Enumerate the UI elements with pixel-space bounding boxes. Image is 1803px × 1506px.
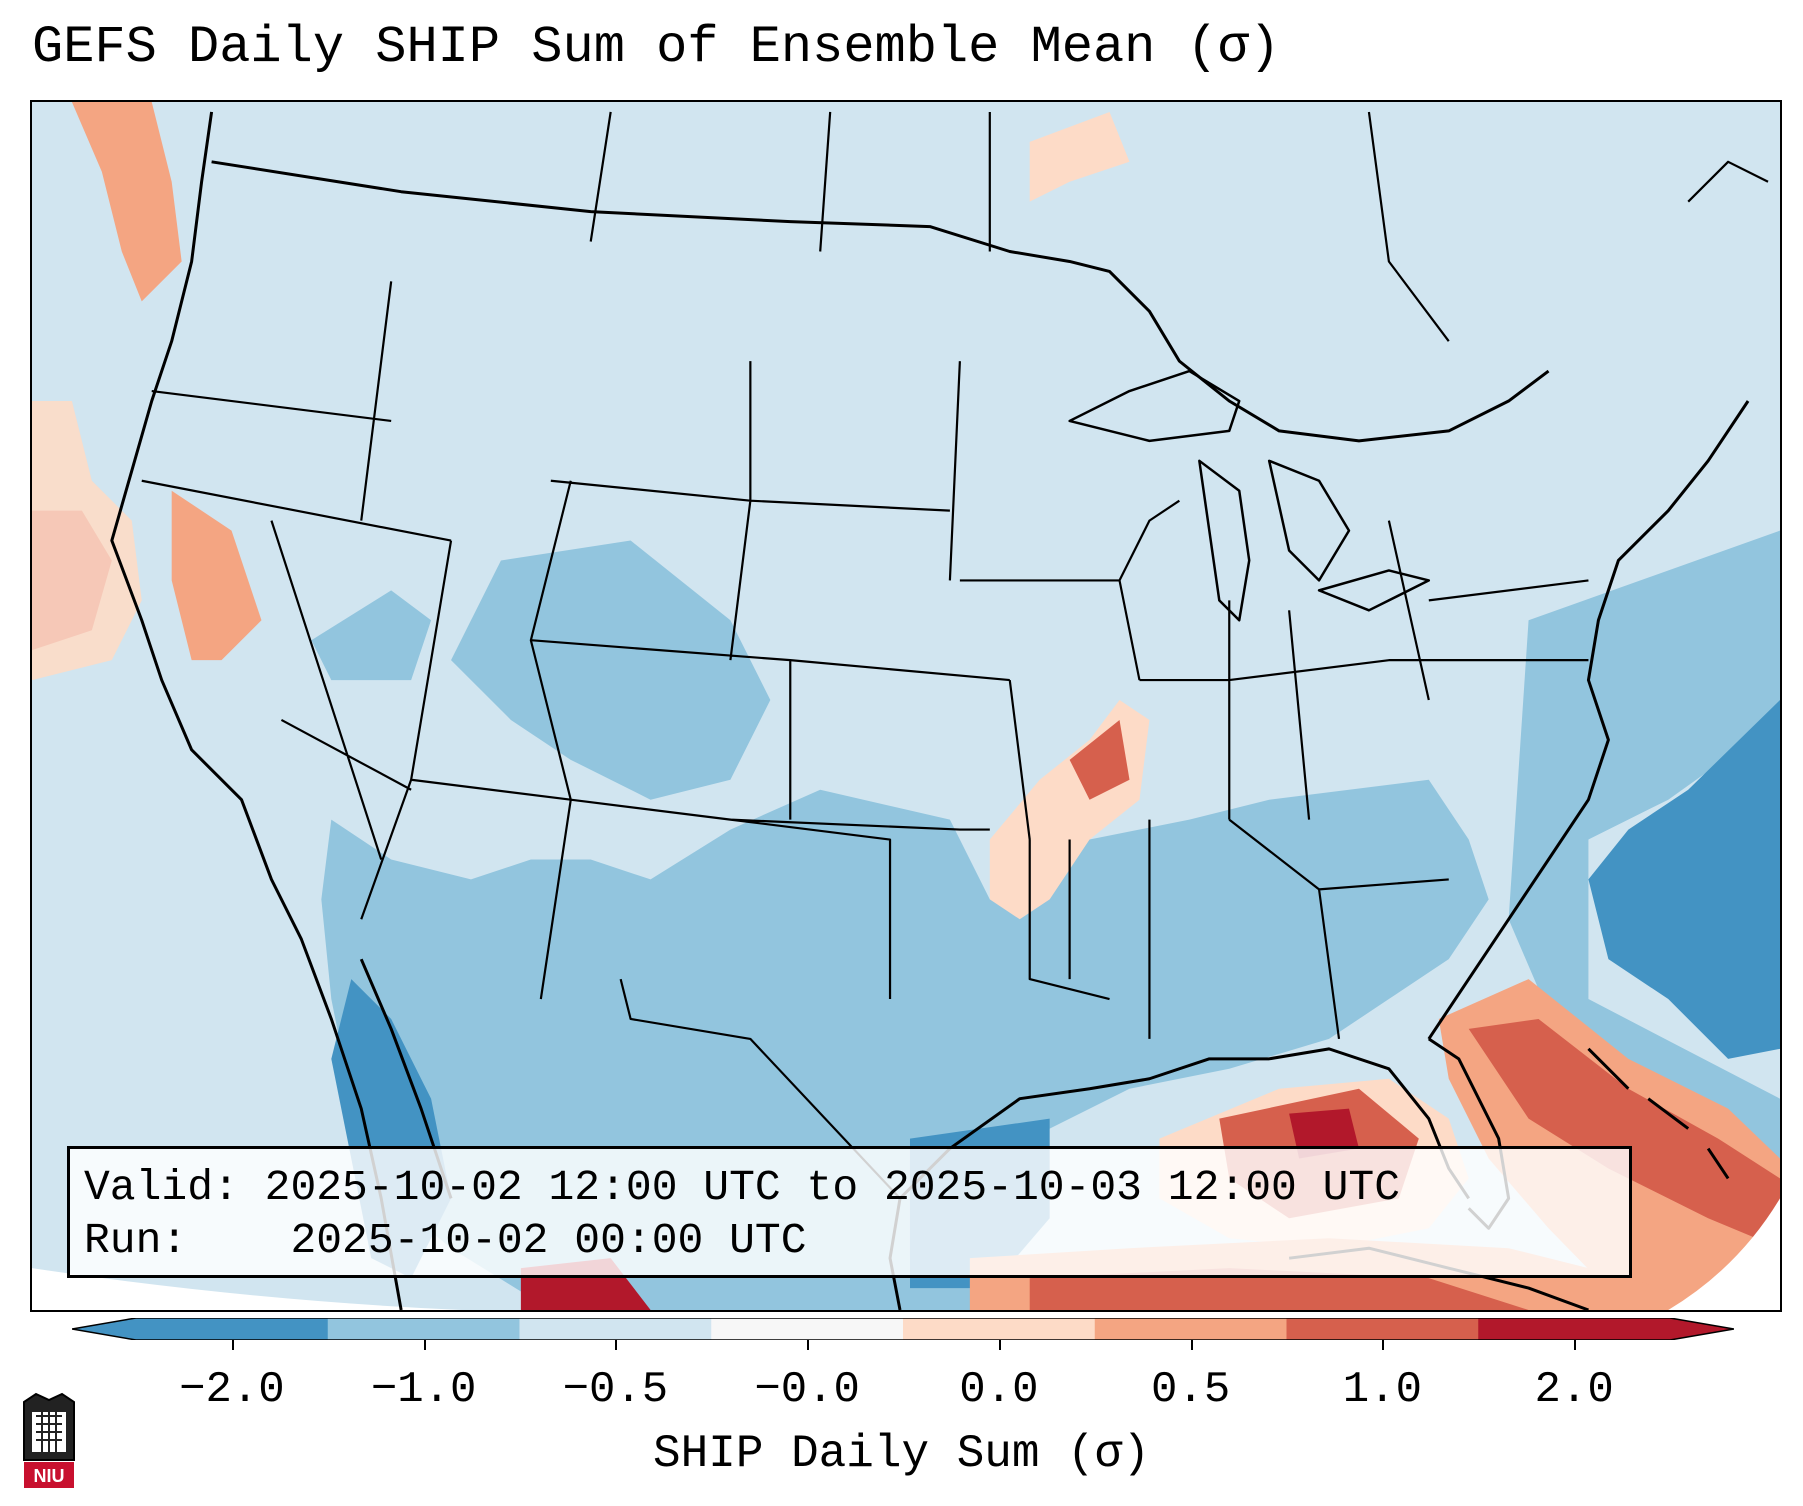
- pacific-north-positive: [71, 102, 182, 302]
- anomaly-fields: [32, 102, 1780, 1310]
- lake-superior: [1068, 369, 1241, 443]
- run-value: 2025-10-02 00:00 UTC: [290, 1216, 807, 1265]
- canada-us-border: [211, 160, 1550, 443]
- colorbar-bin: [1478, 1318, 1671, 1340]
- run-label: Run:: [84, 1216, 188, 1265]
- colorbar-bin: [1286, 1318, 1479, 1340]
- colorbar-bin: [136, 1318, 329, 1340]
- bahamas: [1587, 1047, 1730, 1180]
- colorbar-extend-low: [72, 1318, 136, 1340]
- colorbar: [72, 1318, 1734, 1340]
- nevada-negative-patch: [311, 590, 432, 681]
- valid-time-box: Valid: 2025-10-02 12:00 UTC to 2025-10-0…: [67, 1146, 1632, 1278]
- lake-erie: [1317, 569, 1431, 612]
- colorbar-bin: [327, 1318, 520, 1340]
- colorbar-bin: [903, 1318, 1096, 1340]
- colorbar-tick-label: 2.0: [1534, 1365, 1614, 1415]
- california-positive: [171, 490, 262, 661]
- map-canvas: [32, 102, 1780, 1310]
- logo-text: NIU: [34, 1466, 65, 1486]
- valid-label: Valid:: [84, 1163, 239, 1212]
- pacific-positive-outer: [32, 401, 142, 681]
- colorbar-extend-high: [1670, 1318, 1734, 1340]
- state-lines: [141, 281, 1589, 1200]
- colorbar-tick-label: −0.5: [562, 1365, 669, 1415]
- east-coastline: [1427, 400, 1750, 1040]
- lake-michigan: [1198, 459, 1251, 622]
- atlantic-strong-negative-field: [1588, 700, 1780, 1059]
- gulf-coastline: [898, 1047, 1470, 1200]
- lake-huron: [1267, 459, 1351, 582]
- colorbar-tick-mark: [423, 1340, 426, 1350]
- colorbar-tick-label: −0.0: [754, 1365, 860, 1415]
- colorbar-bin: [519, 1318, 712, 1340]
- map-panel: [30, 100, 1782, 1312]
- canada-positive-patch: [1029, 111, 1130, 202]
- colorbar-tick-label: 0.0: [959, 1365, 1039, 1415]
- colorbar-label: SHIP Daily Sum (σ): [653, 1428, 1150, 1480]
- domain-edge: [32, 1268, 831, 1310]
- colorado-negative-patch: [451, 540, 771, 800]
- colorbar-tick-label: −1.0: [370, 1365, 477, 1415]
- colorbar-tick-mark: [1574, 1340, 1577, 1350]
- bahamas-positive-inner: [1468, 1018, 1780, 1249]
- colorbar-tick-mark: [1190, 1340, 1193, 1350]
- colorbar-bin: [711, 1318, 904, 1340]
- atlantic-negative-field: [1508, 530, 1780, 1159]
- west-coastline: [110, 111, 403, 1310]
- domain-edge-east: [1668, 1198, 1780, 1310]
- colorbar-tick-mark: [615, 1340, 618, 1350]
- valid-value: 2025-10-02 12:00 UTC to 2025-10-03 12:00…: [264, 1163, 1401, 1212]
- mississippi-positive-inner: [1069, 719, 1130, 800]
- colorbar-tick-label: 1.0: [1342, 1365, 1422, 1415]
- colorbar-tick-mark: [1382, 1340, 1385, 1350]
- niu-logo: NIU: [23, 1392, 75, 1488]
- colorbar-tick-label: 0.5: [1151, 1365, 1231, 1415]
- colorbar-bin: [1094, 1318, 1287, 1340]
- caribbean-positive-core: [1029, 1268, 1529, 1310]
- colorbar-tick-mark: [998, 1340, 1001, 1350]
- canada-lines: [589, 111, 1769, 342]
- chart-title: GEFS Daily SHIP Sum of Ensemble Mean (σ): [32, 18, 1281, 77]
- colorbar-tick-mark: [807, 1340, 810, 1350]
- colorbar-tick-mark: [231, 1340, 234, 1350]
- colorbar-tick-label: −2.0: [179, 1365, 285, 1415]
